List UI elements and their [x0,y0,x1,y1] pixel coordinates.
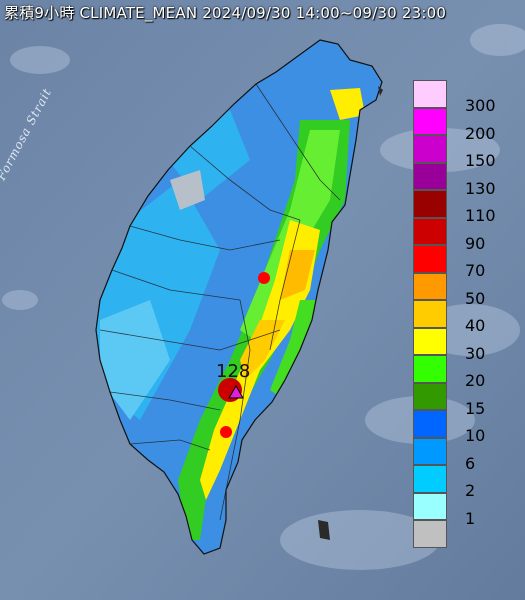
legend-swatch [413,437,447,465]
legend-swatch [413,245,447,273]
legend-label: 2 [465,481,476,500]
legend-label: 20 [465,371,486,390]
legend-label: 300 [465,96,496,115]
legend-label: 50 [465,288,486,308]
small-island [378,86,383,96]
legend-label: 70 [465,261,486,280]
legend-label: 90 [465,233,486,253]
legend-swatch [413,382,447,410]
legend-label: 30 [465,343,486,363]
county-boundaries [99,83,341,521]
legend-swatch [413,465,447,493]
legend-label: 10 [465,426,486,445]
legend-label: 150 [465,151,496,170]
coastline [95,39,383,555]
legend-swatch [413,107,447,135]
legend-swatch [413,520,447,548]
legend-label: 15 [465,398,486,418]
legend-label: 200 [465,123,496,143]
legend-swatch [413,190,447,218]
map-title: 累積9小時 CLIMATE_MEAN 2024/09/30 14:00~09/3… [4,4,447,22]
legend-swatch [413,217,447,245]
legend-label: 40 [465,316,486,335]
legend-swatch [413,355,447,383]
legend-label: 110 [465,206,496,225]
legend-swatch [413,300,447,328]
legend-swatch [413,162,447,190]
legend-label: 130 [465,178,496,198]
legend-swatch [413,327,447,355]
small-island [318,520,330,540]
triangle-icon [228,385,244,399]
peak-value-label: 128 [216,361,251,382]
legend-swatch [413,492,447,520]
legend-swatch [413,272,447,300]
legend-label: 6 [465,453,476,473]
legend-label: 1 [465,508,476,528]
legend-swatch [413,80,447,108]
legend-swatch [413,135,447,163]
legend-swatch [413,410,447,438]
